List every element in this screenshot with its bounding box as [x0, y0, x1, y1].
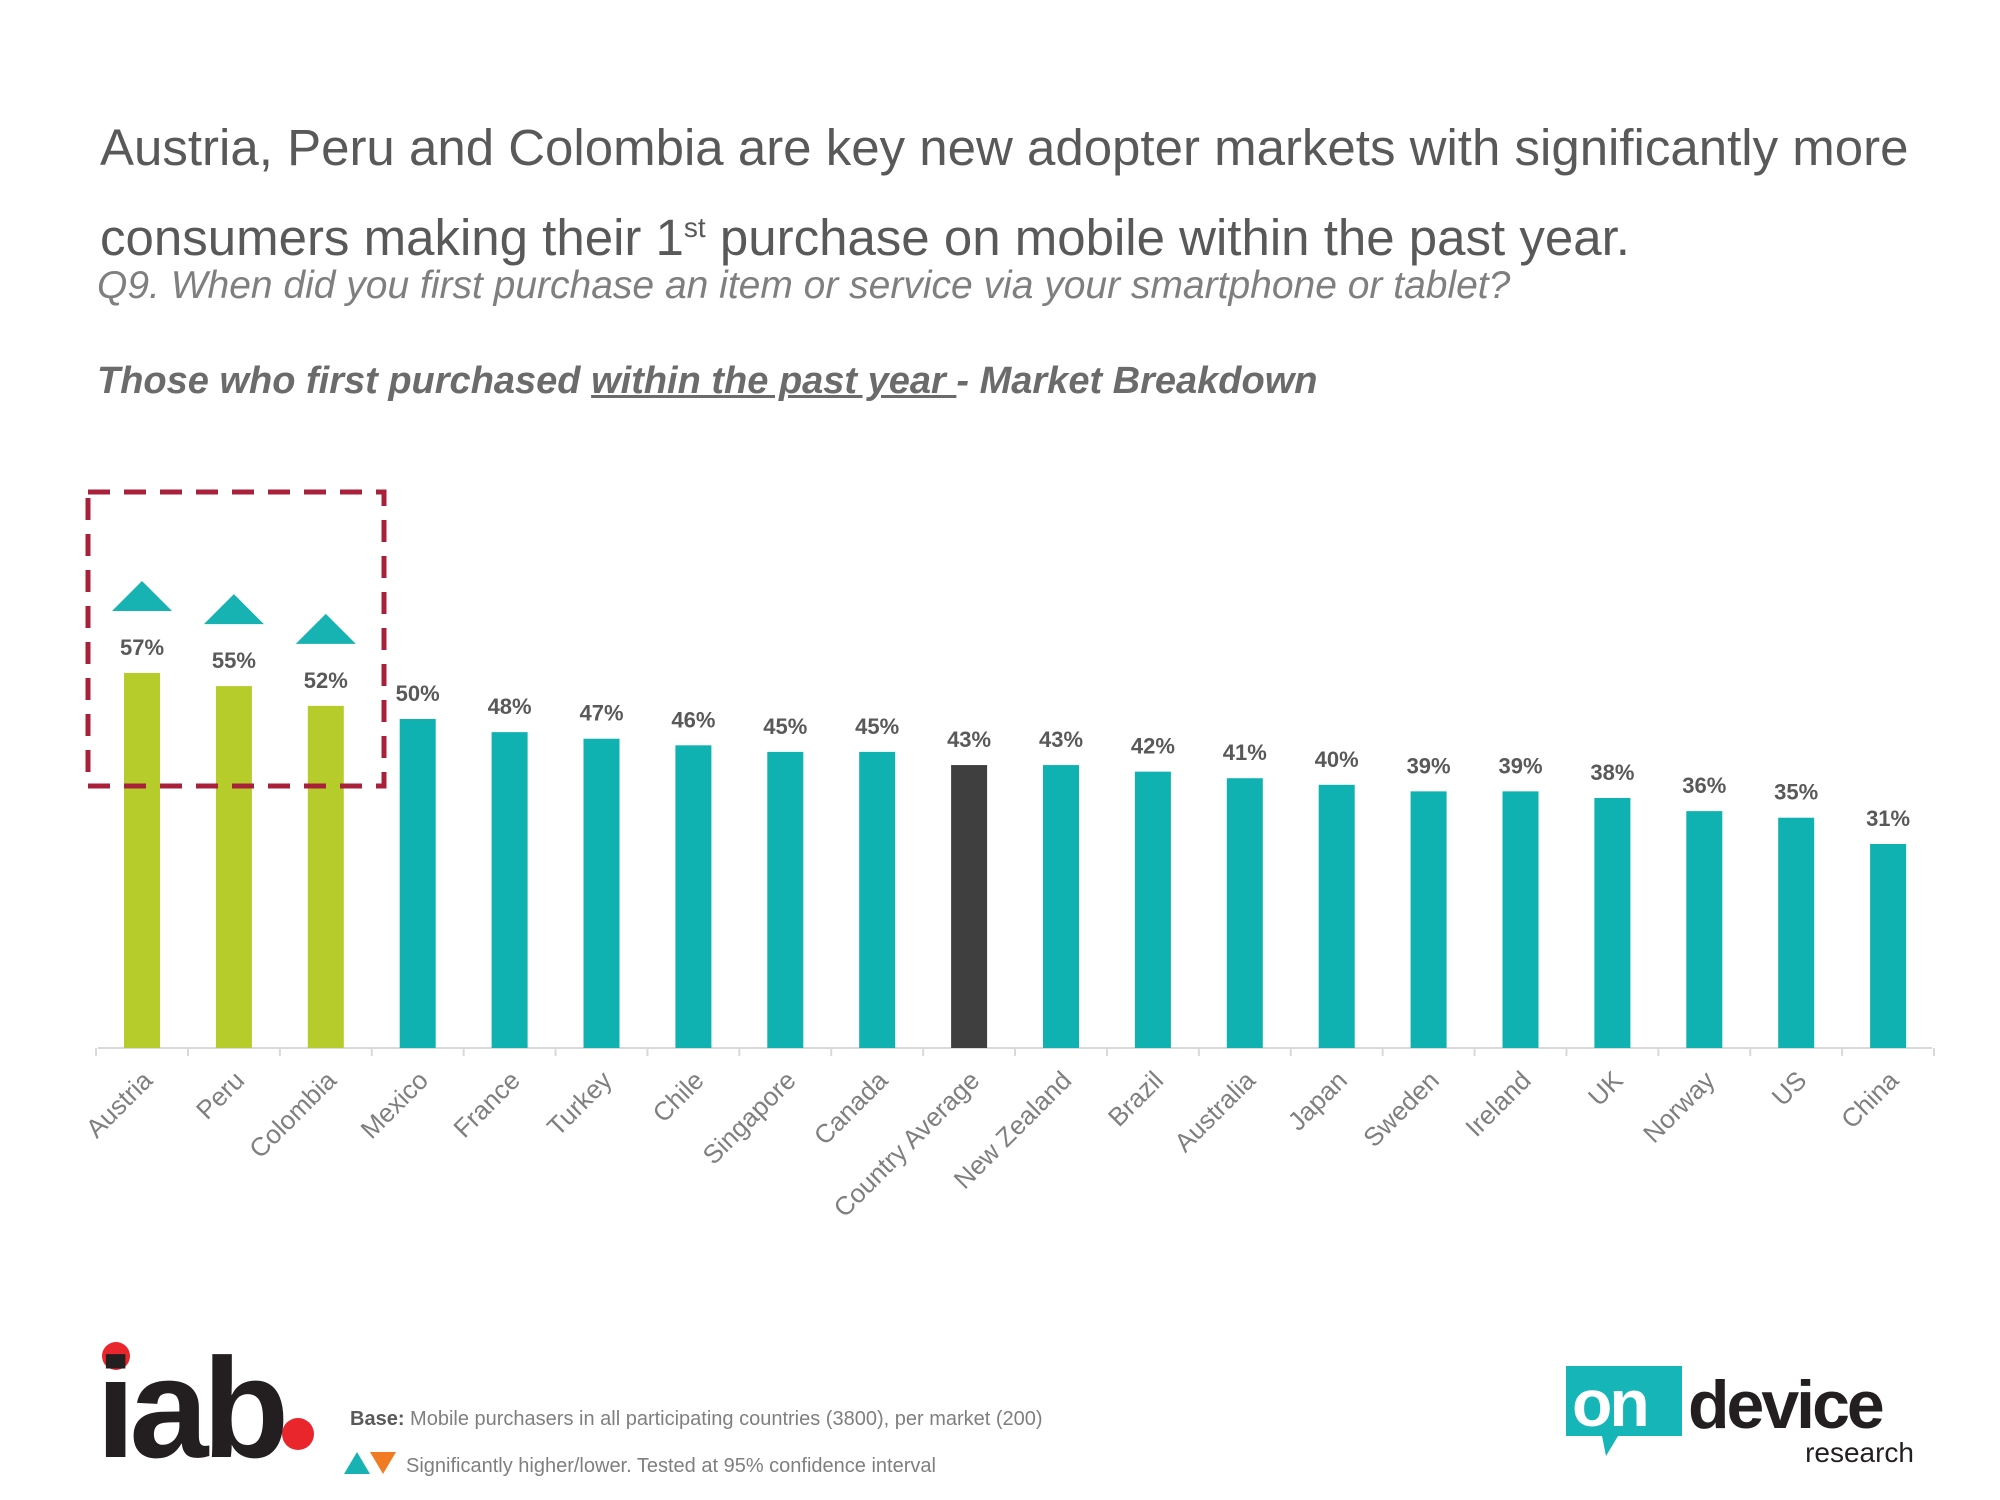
subtitle-start: Those who first purchased	[97, 360, 592, 402]
value-label-singapore: 45%	[763, 714, 807, 739]
category-label-australia: Australia	[1168, 1065, 1261, 1158]
ondevice-logo-graphic: on device research	[1566, 1366, 1914, 1468]
value-label-norway: 36%	[1682, 773, 1726, 798]
category-label-austria: Austria	[80, 1065, 159, 1144]
bar-mexico	[399, 719, 436, 1048]
iab-logo: iab	[96, 1330, 320, 1480]
category-label-ireland: Ireland	[1459, 1065, 1536, 1142]
bar-uk	[1594, 797, 1631, 1048]
category-label-france: France	[447, 1065, 525, 1143]
chart-subtitle: Those who first purchased within the pas…	[97, 360, 1897, 403]
question-text: Q9. When did you first purchase an item …	[97, 264, 1511, 307]
iab-logo-text: iab	[96, 1329, 289, 1488]
lower-triangle-icon	[370, 1452, 396, 1474]
category-label-mexico: Mexico	[354, 1065, 433, 1144]
category-label-sweden: Sweden	[1357, 1065, 1445, 1153]
bar-sweden	[1410, 791, 1447, 1048]
base-label: Base:	[350, 1408, 405, 1430]
headline: Austria, Peru and Colombia are key new a…	[100, 108, 1940, 278]
category-label-us: US	[1766, 1065, 1813, 1112]
category-label-uk: UK	[1582, 1065, 1629, 1112]
bar-us	[1778, 817, 1815, 1048]
value-label-japan: 40%	[1315, 747, 1359, 772]
ondevice-research-logo: on device research	[1562, 1360, 1922, 1470]
category-label-peru: Peru	[190, 1065, 250, 1125]
ondevice-research-text: research	[1805, 1437, 1914, 1468]
value-label-turkey: 47%	[579, 701, 623, 726]
category-label-chile: Chile	[647, 1065, 710, 1128]
value-label-sweden: 39%	[1407, 753, 1451, 778]
bar-chile	[675, 745, 712, 1048]
bar-peru	[215, 686, 252, 1048]
value-label-austria: 57%	[120, 635, 164, 660]
value-label-france: 48%	[488, 694, 532, 719]
bar-china	[1870, 844, 1907, 1048]
category-label-colombia: Colombia	[243, 1065, 342, 1164]
value-label-ireland: 39%	[1498, 753, 1542, 778]
base-text: Mobile purchasers in all participating c…	[404, 1408, 1043, 1430]
bar-norway	[1686, 811, 1723, 1048]
ondevice-speech-bubble	[1566, 1366, 1682, 1456]
significance-legend: Significantly higher/lower. Tested at 95…	[344, 1452, 936, 1478]
value-label-canada: 45%	[855, 714, 899, 739]
subtitle-underlined: within the past year	[591, 360, 957, 402]
bar-turkey	[583, 738, 620, 1048]
ondevice-on-text: on	[1572, 1366, 1647, 1440]
value-label-peru: 55%	[212, 648, 256, 673]
base-note: Base: Mobile purchasers in all participa…	[350, 1408, 1043, 1431]
headline-line-2: consumers making their 1st purchase on m…	[100, 188, 1940, 278]
bar-singapore	[767, 751, 804, 1048]
bar-brazil	[1134, 771, 1171, 1048]
bar-japan	[1318, 784, 1355, 1048]
iab-logo-dots	[102, 1342, 314, 1450]
category-label-brazil: Brazil	[1102, 1065, 1169, 1132]
value-label-colombia: 52%	[304, 668, 348, 693]
value-label-us: 35%	[1774, 780, 1818, 805]
category-label-china: China	[1835, 1065, 1905, 1135]
bar-canada	[859, 751, 896, 1048]
subtitle-end: - Market Breakdown	[956, 360, 1318, 402]
value-label-brazil: 42%	[1131, 734, 1175, 759]
value-label-australia: 41%	[1223, 740, 1267, 765]
bar-chart: 57% Austria 55% Peru 52% Colombia 50% Mexico 48%…	[80, 489, 1936, 1223]
category-label-singapore: Singapore	[697, 1065, 802, 1170]
significantly-higher-icon	[203, 594, 264, 625]
bar-colombia	[307, 705, 344, 1048]
highlight-box	[85, 489, 387, 789]
significance-legend-text: Significantly higher/lower. Tested at 95…	[406, 1455, 936, 1477]
bar-australia	[1226, 778, 1263, 1048]
value-label-chile: 46%	[671, 707, 715, 732]
category-label-canada: Canada	[808, 1065, 894, 1151]
category-label-turkey: Turkey	[541, 1065, 618, 1142]
bar-country-average	[951, 765, 988, 1048]
headline-superscript: st	[683, 212, 706, 243]
category-label-norway: Norway	[1637, 1065, 1721, 1149]
bar-austria	[124, 672, 160, 1048]
iab-logo-dot-top	[102, 1342, 130, 1370]
value-label-country-average: 43%	[947, 727, 991, 752]
headline-line-2-end: purchase on mobile within the past year.	[705, 209, 1630, 266]
category-label-japan: Japan	[1282, 1065, 1353, 1136]
bar-france	[491, 732, 528, 1048]
value-label-china: 31%	[1866, 806, 1910, 831]
bar-new-zealand	[1043, 765, 1079, 1048]
headline-line-2-start: consumers making their 1	[100, 209, 684, 266]
value-label-mexico: 50%	[396, 681, 440, 706]
bar-ireland	[1502, 791, 1539, 1048]
value-label-uk: 38%	[1590, 760, 1634, 785]
iab-logo-dot-end	[282, 1418, 314, 1450]
significantly-higher-icon	[295, 613, 356, 644]
ondevice-device-text: device	[1688, 1367, 1883, 1443]
higher-triangle-icon	[344, 1452, 370, 1474]
value-label-new-zealand: 43%	[1039, 727, 1083, 752]
significantly-higher-icon	[112, 580, 172, 611]
headline-line-1: Austria, Peru and Colombia are key new a…	[100, 119, 1909, 176]
